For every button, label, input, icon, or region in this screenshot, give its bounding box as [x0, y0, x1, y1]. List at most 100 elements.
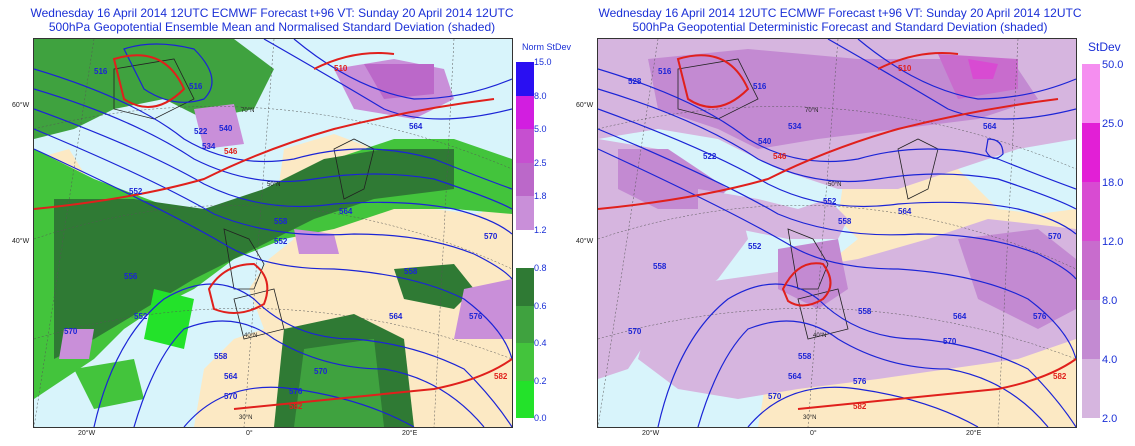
legend-label: 0.2 — [534, 375, 547, 386]
legend-label: 2.0 — [1102, 413, 1118, 425]
contour-label: 558 — [214, 352, 228, 361]
contour-label: 534 — [202, 142, 216, 151]
right-title-line1: Wednesday 16 April 2014 12UTC ECMWF Fore… — [598, 6, 1082, 20]
legend-swatch — [516, 62, 534, 96]
contour-label: 552 — [134, 312, 148, 321]
legend-label: 18.0 — [1102, 177, 1124, 189]
lat-label: 30°N — [803, 415, 816, 421]
legend-label: 8.0 — [534, 90, 547, 101]
right-map[interactable]: 516 516 528 522 534 540 552 558 564 564 … — [597, 38, 1077, 428]
left-title-line1: Wednesday 16 April 2014 12UTC ECMWF Fore… — [30, 6, 514, 20]
legend-label: 2.5 — [534, 157, 547, 168]
contour-label: 552 — [823, 197, 837, 206]
contour-label: 564 — [953, 312, 967, 321]
legend-swatch — [516, 380, 534, 418]
legend-label: 25.0 — [1102, 118, 1124, 130]
legend-label: 1.8 — [534, 191, 547, 202]
legend-swatch — [516, 268, 534, 306]
contour-label: 540 — [219, 124, 233, 133]
contour-label: 516 — [753, 82, 767, 91]
contour-label: 576 — [469, 312, 483, 321]
contour-label: 564 — [389, 312, 403, 321]
legend-swatch — [516, 343, 534, 381]
contour-label: 558 — [858, 307, 872, 316]
left-lon-0: 0° — [246, 430, 253, 437]
contour-label-red: 546 — [224, 147, 238, 156]
contour-label: 564 — [224, 372, 238, 381]
contour-label: 534 — [788, 122, 802, 131]
left-title-line2: 500hPa Geopotential Ensemble Mean and No… — [48, 20, 496, 34]
contour-label: 576 — [853, 377, 867, 386]
lat-label: 30°N — [239, 415, 252, 421]
legend-swatch — [516, 129, 534, 163]
contour-label: 576 — [289, 387, 303, 396]
left-map[interactable]: 516 516 522 534 540 552 558 564 564 570 … — [33, 38, 513, 428]
left-lat-40w: 40°W — [12, 238, 30, 245]
contour-label-red: 582 — [1053, 372, 1067, 381]
contour-label: 570 — [943, 337, 957, 346]
legend-label: 0.8 — [534, 263, 547, 273]
left-lon-20w: 20°W — [78, 430, 96, 437]
contour-label-red: 510 — [334, 64, 348, 73]
contour-label: 516 — [94, 67, 108, 76]
contour-label: 564 — [409, 122, 423, 131]
contour-label: 570 — [484, 232, 498, 241]
right-lat-60w: 60°W — [576, 102, 594, 109]
lat-label: 50°N — [828, 182, 841, 188]
contour-label: 564 — [788, 372, 802, 381]
contour-label-red: 546 — [773, 152, 787, 161]
legend-label: 12.0 — [1102, 236, 1124, 248]
right-lon-20e: 20°E — [966, 430, 982, 437]
contour-label: 558 — [653, 262, 667, 271]
contour-label: 552 — [129, 187, 143, 196]
legend-label: 0.4 — [534, 338, 547, 348]
contour-label: 564 — [983, 122, 997, 131]
lat-label: 70°N — [241, 108, 254, 114]
contour-label: 522 — [703, 152, 717, 161]
legend-label: 15.0 — [534, 57, 552, 67]
legend-label: 1.2 — [534, 225, 547, 235]
legend-swatch — [516, 162, 534, 197]
contour-label-red: 582 — [494, 372, 508, 381]
right-legend-title: StDev — [1088, 40, 1121, 54]
left-legend-title: Norm StDev — [522, 42, 572, 52]
contour-label: 528 — [628, 77, 642, 86]
legend-swatch — [1082, 182, 1100, 241]
lat-label: 70°N — [805, 108, 818, 114]
contour-label: 564 — [898, 207, 912, 216]
legend-swatch — [516, 305, 534, 343]
contour-label: 558 — [838, 217, 852, 226]
legend-label: 8.0 — [1102, 295, 1118, 307]
legend-label: 50.0 — [1102, 59, 1124, 71]
right-lon-0: 0° — [810, 430, 817, 437]
contour-label-red: 510 — [898, 64, 912, 73]
legend-swatch — [1082, 359, 1100, 418]
lat-label: 40°N — [813, 333, 826, 339]
lat-label: 50°N — [267, 182, 280, 188]
contour-label: 556 — [124, 272, 138, 281]
contour-label: 570 — [768, 392, 782, 401]
contour-label: 516 — [189, 82, 203, 91]
contour-label: 576 — [1033, 312, 1047, 321]
contour-label: 558 — [274, 217, 288, 226]
contour-label: 540 — [758, 137, 772, 146]
contour-label-red: 582 — [853, 402, 867, 411]
right-lat-40w: 40°W — [576, 238, 594, 245]
contour-label: 570 — [314, 367, 328, 376]
contour-label: 522 — [194, 127, 208, 136]
contour-label: 558 — [404, 267, 418, 276]
legend-swatch — [516, 196, 534, 230]
contour-label: 552 — [274, 237, 288, 246]
legend-label: 4.0 — [1102, 354, 1118, 366]
legend-label: 0.0 — [534, 413, 547, 423]
contour-label: 516 — [658, 67, 672, 76]
lat-label: 40°N — [244, 333, 257, 339]
right-lon-20w: 20°W — [642, 430, 660, 437]
legend-swatch — [1082, 241, 1100, 300]
right-title-line2: 500hPa Geopotential Deterministic Foreca… — [632, 20, 1048, 34]
legend-swatch — [1082, 300, 1100, 359]
contour-label: 570 — [628, 327, 642, 336]
contour-label: 570 — [64, 327, 78, 336]
contour-label: 564 — [339, 207, 353, 216]
legend-label: 0.6 — [534, 300, 547, 311]
